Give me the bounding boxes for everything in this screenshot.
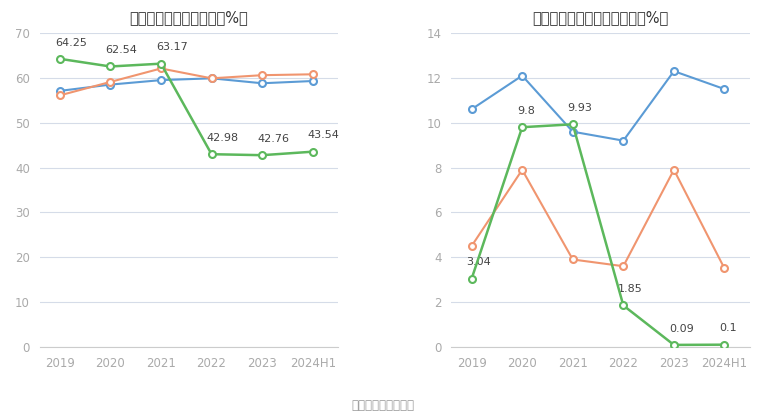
Text: 1.85: 1.85 — [618, 284, 643, 294]
Text: 42.98: 42.98 — [207, 133, 239, 143]
Text: 43.54: 43.54 — [308, 131, 340, 140]
Title: 近年来有息资产负债率情况（%）: 近年来有息资产负债率情况（%） — [532, 10, 669, 25]
Text: 42.76: 42.76 — [257, 134, 289, 144]
Text: 数据来源：恒生聚源: 数据来源：恒生聚源 — [351, 399, 414, 412]
Text: 64.25: 64.25 — [55, 38, 86, 47]
Text: 0.1: 0.1 — [719, 323, 737, 333]
Text: 9.93: 9.93 — [568, 103, 593, 113]
Text: 9.8: 9.8 — [517, 106, 535, 116]
Text: 3.04: 3.04 — [467, 257, 491, 268]
Text: 63.17: 63.17 — [156, 43, 187, 52]
Text: 0.09: 0.09 — [669, 324, 694, 334]
Title: 近年来资产负债率情况（%）: 近年来资产负债率情况（%） — [129, 10, 248, 25]
Text: 62.54: 62.54 — [106, 45, 137, 55]
